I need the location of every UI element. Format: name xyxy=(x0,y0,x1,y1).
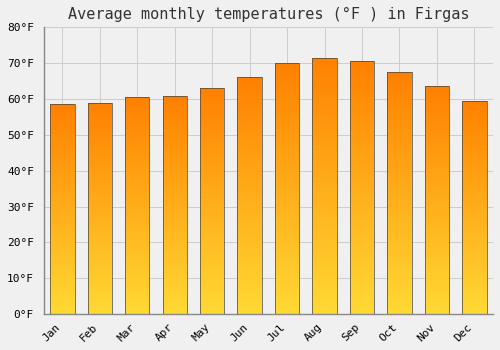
Title: Average monthly temperatures (°F ) in Firgas: Average monthly temperatures (°F ) in Fi… xyxy=(68,7,469,22)
